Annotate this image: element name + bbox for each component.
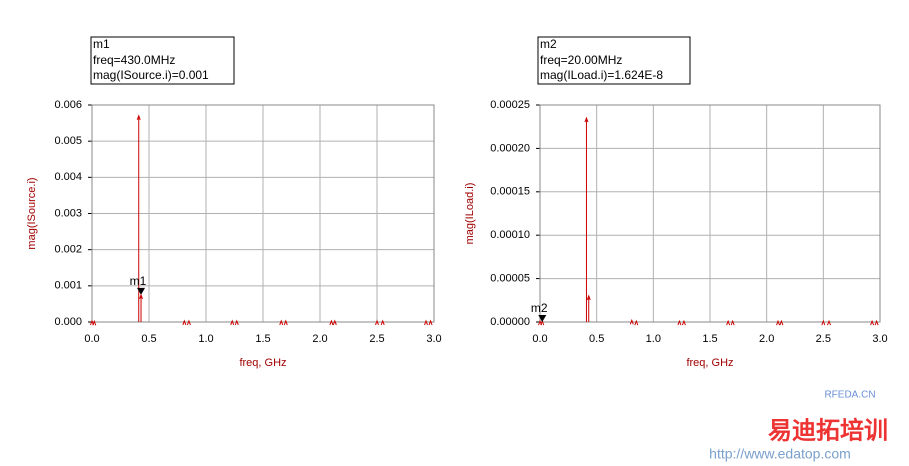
x-axis-title: freq, GHz xyxy=(686,357,733,369)
x-tick-label: 0.0 xyxy=(532,333,547,345)
spectral-tip xyxy=(329,319,334,326)
y-tick-label: 0.00005 xyxy=(490,273,530,285)
spectral-tip xyxy=(677,319,682,326)
x-tick-label: 2.5 xyxy=(816,333,831,345)
spectral-tip xyxy=(186,319,191,326)
spectral-tip xyxy=(776,319,780,326)
spectral-tip xyxy=(874,319,879,326)
watermark-url: http://www.edatop.com xyxy=(709,446,851,462)
spectral-tip xyxy=(779,319,784,326)
spectral-tip xyxy=(279,319,284,326)
y-axis-title: mag(ISource.i) xyxy=(26,177,38,249)
spectral-tip xyxy=(92,319,97,326)
spectral-tip xyxy=(586,294,591,301)
y-tick-label: 0.00015 xyxy=(490,186,530,198)
x-tick-label: 1.0 xyxy=(646,333,661,345)
marker-readout-line: mag(ISource.i)=0.001 xyxy=(93,68,209,82)
x-tick-label: 1.0 xyxy=(198,333,213,345)
x-tick-label: 0.0 xyxy=(84,333,99,345)
x-tick-label: 0.5 xyxy=(589,333,604,345)
spectral-tip xyxy=(870,319,875,326)
marker-readout-line: mag(ILoad.i)=1.624E-8 xyxy=(540,68,663,82)
marker-readout-box xyxy=(537,36,691,85)
plot-frame xyxy=(91,104,435,323)
y-tick-label: 0.002 xyxy=(54,244,82,256)
x-tick-label: 2.0 xyxy=(312,333,327,345)
spectral-tip xyxy=(424,319,428,326)
spectral-tip xyxy=(730,319,735,326)
marker-symbol xyxy=(538,314,547,322)
y-tick-label: 0.001 xyxy=(54,280,82,292)
y-tick-label: 0.00000 xyxy=(490,316,530,328)
y-axis-title: mag(ILoad.i) xyxy=(464,183,476,245)
spectral-tip xyxy=(428,319,433,326)
y-tick-label: 0.000 xyxy=(54,316,82,328)
spectral-tip xyxy=(827,319,831,326)
x-tick-label: 2.0 xyxy=(759,333,774,345)
marker-readout-line: freq=20.00MHz xyxy=(540,53,622,67)
marker-symbol xyxy=(137,287,146,295)
spectral-tip xyxy=(230,319,235,326)
spectral-tip xyxy=(629,318,634,325)
x-tick-label: 2.5 xyxy=(369,333,384,345)
spectral-tip xyxy=(332,319,337,326)
y-tick-label: 0.005 xyxy=(54,135,82,147)
marker-readout-line: freq=430.0MHz xyxy=(93,53,175,67)
x-tick-label: 3.0 xyxy=(872,333,887,345)
spectral-tip xyxy=(234,319,239,326)
y-tick-label: 0.006 xyxy=(54,99,82,111)
y-tick-label: 0.00025 xyxy=(490,99,530,111)
watermark-brand: 易迪拓培训 xyxy=(768,416,888,444)
y-tick-label: 0.00020 xyxy=(490,142,530,154)
marker-readout-name: m2 xyxy=(540,37,557,51)
marker-label: m2 xyxy=(531,301,548,315)
y-tick-label: 0.003 xyxy=(54,207,82,219)
marker-readout-name: m1 xyxy=(93,37,110,51)
y-tick-label: 0.00010 xyxy=(490,229,530,241)
spectral-tip xyxy=(380,319,385,326)
x-axis-title: freq, GHz xyxy=(239,357,286,369)
spectral-tip xyxy=(821,319,826,326)
marker-label: m1 xyxy=(130,274,147,288)
x-tick-label: 1.5 xyxy=(255,333,270,345)
spectral-tip xyxy=(136,114,141,121)
marker-readout-box xyxy=(90,36,235,85)
y-tick-label: 0.004 xyxy=(54,171,82,183)
spectral-tip xyxy=(726,319,731,326)
spectral-tip xyxy=(681,319,686,326)
plot-frame xyxy=(539,104,881,323)
spectral-tip xyxy=(634,319,639,326)
x-tick-label: 3.0 xyxy=(426,333,441,345)
spectral-tip xyxy=(375,319,379,326)
spectral-tip xyxy=(283,319,288,326)
watermark-site: RFEDA.CN xyxy=(824,390,875,401)
spectral-tip xyxy=(584,116,589,123)
x-tick-label: 0.5 xyxy=(141,333,156,345)
x-tick-label: 1.5 xyxy=(702,333,717,345)
spectral-tip xyxy=(182,319,187,326)
